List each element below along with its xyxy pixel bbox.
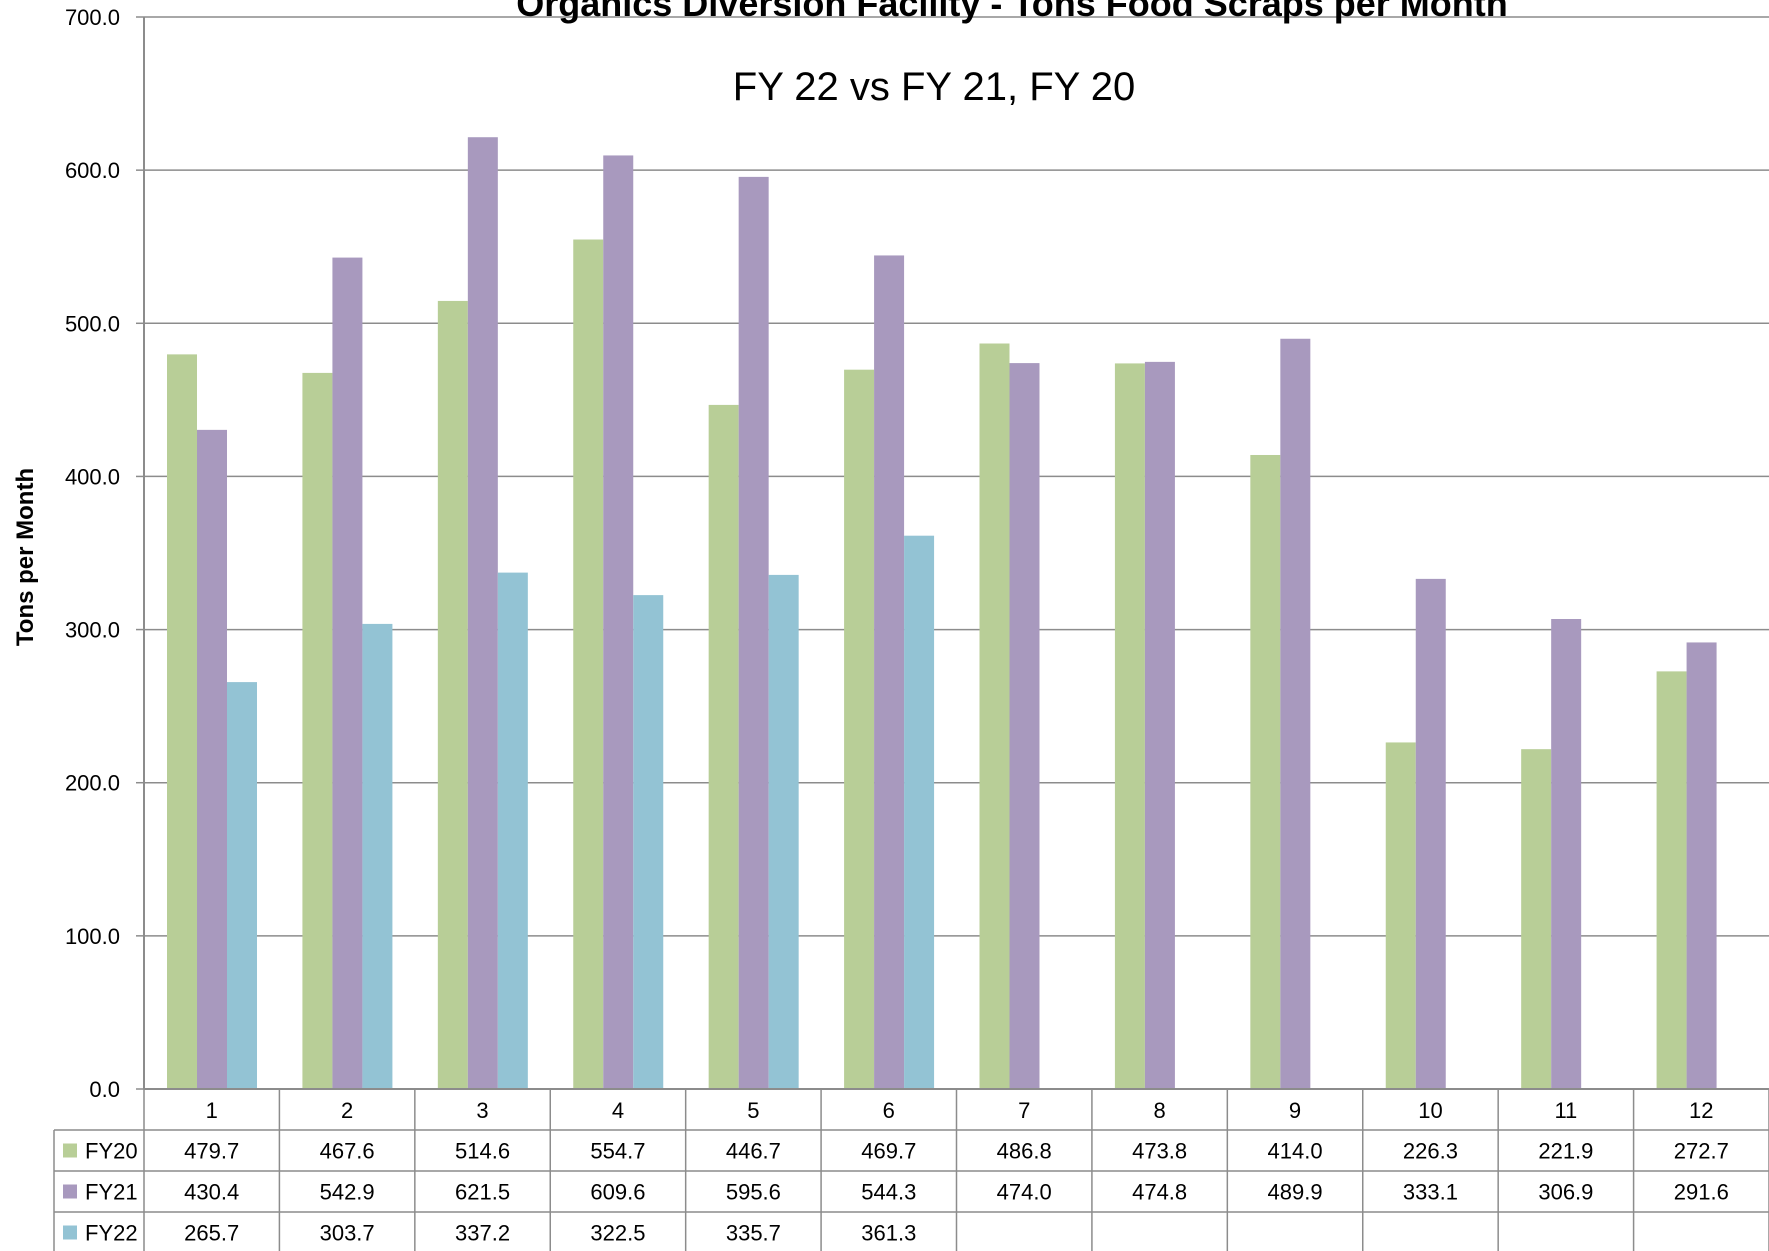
- bar-fy20-10: [1385, 742, 1416, 1089]
- bar-fy22-3: [497, 572, 528, 1089]
- category-label: 9: [1289, 1098, 1301, 1123]
- data-table-cell: 265.7: [184, 1221, 239, 1246]
- data-table-cell: 489.9: [1268, 1180, 1323, 1205]
- legend-key-fy20: [63, 1143, 77, 1158]
- bar-fy21-9: [1280, 338, 1311, 1089]
- data-table-cell: 474.0: [997, 1180, 1052, 1205]
- category-label: 3: [476, 1098, 488, 1123]
- data-table-cell: 595.6: [726, 1180, 781, 1205]
- category-label: 5: [747, 1098, 759, 1123]
- bar-fy22-5: [768, 574, 799, 1089]
- bar-fy20-8: [1114, 363, 1145, 1089]
- data-table-cell: 542.9: [320, 1180, 375, 1205]
- bar-fy22-6: [904, 535, 935, 1089]
- data-table-cell: 446.7: [726, 1139, 781, 1164]
- bar-fy20-5: [708, 404, 739, 1089]
- data-table-cell: 621.5: [455, 1180, 510, 1205]
- category-label: 10: [1418, 1098, 1442, 1123]
- data-table-cell: 479.7: [184, 1139, 239, 1164]
- bar-fy20-4: [573, 239, 604, 1089]
- category-label: 12: [1689, 1098, 1713, 1123]
- data-table-cell: 469.7: [861, 1139, 916, 1164]
- bar-fy22-4: [633, 595, 664, 1089]
- category-label: 8: [1154, 1098, 1166, 1123]
- category-label: 7: [1018, 1098, 1030, 1123]
- data-table-cell: 226.3: [1403, 1139, 1458, 1164]
- data-table-cell: 514.6: [455, 1139, 510, 1164]
- data-table-cell: 474.8: [1132, 1180, 1187, 1205]
- legend-key-fy21: [63, 1184, 77, 1199]
- y-tick-label: 300.0: [65, 618, 120, 643]
- data-table-cell: 361.3: [861, 1221, 916, 1246]
- category-label: 1: [206, 1098, 218, 1123]
- bar-fy21-5: [738, 176, 769, 1089]
- y-tick-label: 0.0: [89, 1077, 120, 1102]
- data-table-cell: 554.7: [590, 1139, 645, 1164]
- y-tick-label: 400.0: [65, 464, 120, 489]
- data-table-cell: 467.6: [320, 1139, 375, 1164]
- chart-title: Organics Diversion Facility - Tons Food …: [516, 0, 1508, 24]
- bar-fy20-2: [302, 372, 333, 1089]
- category-label: 4: [612, 1098, 624, 1123]
- bar-fy21-10: [1415, 578, 1446, 1089]
- bar-fy21-11: [1551, 619, 1582, 1089]
- chart-subtitle: FY 22 vs FY 21, FY 20: [733, 65, 1135, 109]
- y-tick-label: 700.0: [65, 5, 120, 30]
- data-table-cell: 322.5: [590, 1221, 645, 1246]
- y-tick-label: 600.0: [65, 158, 120, 183]
- category-label: 11: [1554, 1098, 1577, 1123]
- bar-fy20-3: [437, 300, 468, 1089]
- bar-fy21-3: [467, 137, 498, 1089]
- data-table-cell: 337.2: [455, 1221, 510, 1246]
- bar-fy21-7: [1009, 363, 1040, 1089]
- data-table-cell: 221.9: [1538, 1139, 1593, 1164]
- data-table-cell: 414.0: [1268, 1139, 1323, 1164]
- bars: [167, 137, 1717, 1090]
- bar-fy20-12: [1656, 671, 1687, 1089]
- legend-label-fy22: FY22: [85, 1221, 138, 1246]
- y-tick-label: 200.0: [65, 771, 120, 796]
- data-table-cell: 306.9: [1538, 1180, 1593, 1205]
- data-table-cell: 333.1: [1403, 1180, 1458, 1205]
- bar-fy21-1: [197, 429, 227, 1089]
- bar-fy20-1: [167, 354, 197, 1089]
- data-table-cell: 335.7: [726, 1221, 781, 1246]
- bar-fy20-11: [1521, 749, 1552, 1089]
- data-table-cell: 544.3: [861, 1180, 916, 1205]
- y-axis-label: Tons per Month: [12, 468, 39, 646]
- category-label: 6: [883, 1098, 895, 1123]
- bar-fy22-1: [227, 682, 257, 1089]
- gridlines: [144, 16, 1769, 937]
- bar-fy21-4: [603, 155, 634, 1089]
- data-table-cell: 272.7: [1674, 1139, 1729, 1164]
- bar-fy20-7: [979, 343, 1010, 1089]
- bar-fy22-2: [362, 623, 393, 1089]
- y-tick-label: 500.0: [65, 311, 120, 336]
- data-table-cell: 430.4: [184, 1180, 239, 1205]
- data-table-cell: 486.8: [997, 1139, 1052, 1164]
- legend-label-fy21: FY21: [85, 1180, 138, 1205]
- data-table-cell: 303.7: [320, 1221, 375, 1246]
- data-table-cell: 473.8: [1132, 1139, 1187, 1164]
- data-table-cell: 291.6: [1674, 1180, 1729, 1205]
- bar-fy20-9: [1250, 454, 1281, 1089]
- bar-fy21-8: [1144, 361, 1175, 1090]
- bar-fy20-6: [844, 369, 875, 1089]
- legend-label-fy20: FY20: [85, 1139, 138, 1164]
- category-label: 2: [341, 1098, 353, 1123]
- legend-key-fy22: [63, 1225, 77, 1240]
- data-table-cell: 609.6: [590, 1180, 645, 1205]
- y-tick-label: 100.0: [65, 924, 120, 949]
- bar-fy21-2: [332, 257, 363, 1090]
- bar-fy21-12: [1686, 642, 1717, 1089]
- bar-fy21-6: [874, 255, 905, 1090]
